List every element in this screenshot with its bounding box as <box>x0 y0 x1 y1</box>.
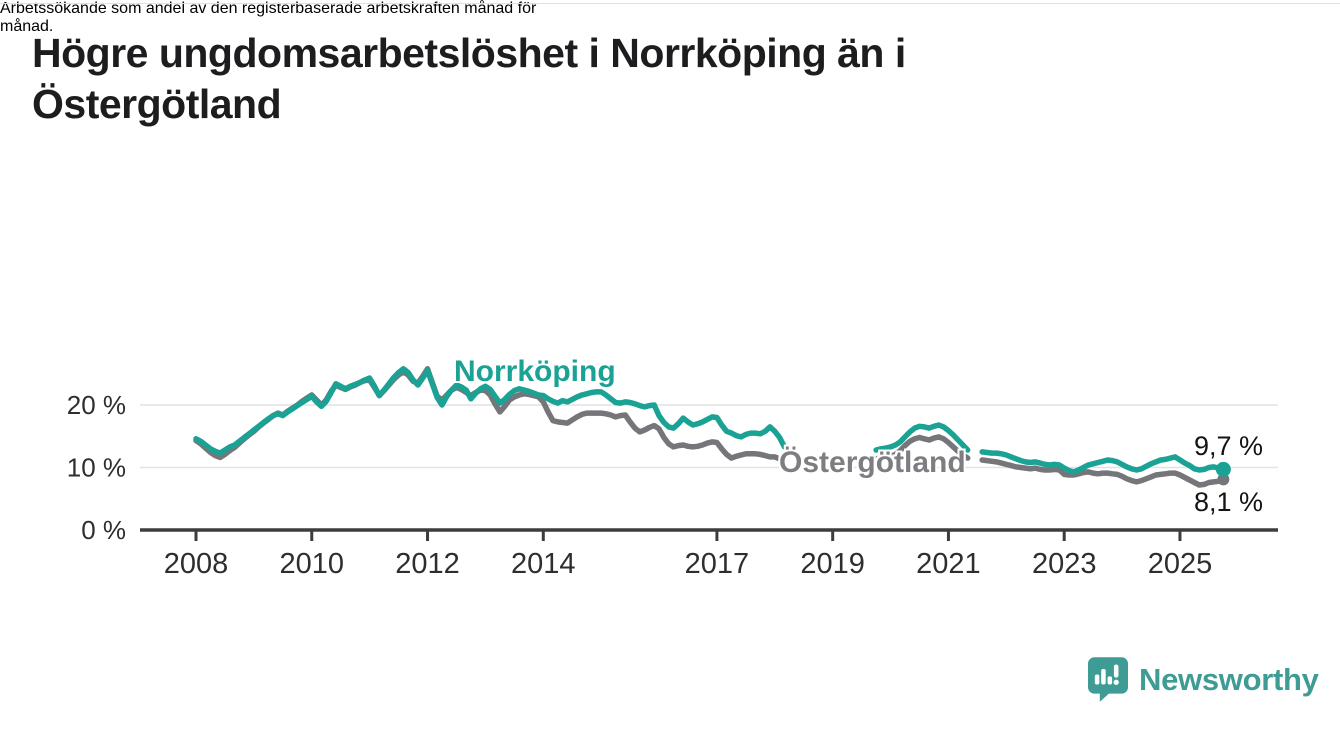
x-tick-label: 2021 <box>916 548 981 580</box>
series-label-norrkoping: Norrköping <box>454 355 616 388</box>
end-value-label-norrkoping: 9,7 % <box>1194 431 1264 461</box>
x-tick-label: 2012 <box>395 548 460 580</box>
chart-title-line-1: Högre ungdomsarbetslöshet i Norrköping ä… <box>32 30 906 76</box>
top-divider <box>0 3 1340 4</box>
series-end-dot-norrkoping <box>1215 461 1231 477</box>
chart-subtitle-line-2: månad. <box>0 18 54 35</box>
newsworthy-logo: Newsworthy <box>1088 657 1319 702</box>
chart-subtitle-line-1: Arbetssökande som andel av den registerb… <box>0 0 537 17</box>
chart-title: Högre ungdomsarbetslöshet i Norrköping ä… <box>32 28 906 130</box>
x-tick-label: 2010 <box>280 548 345 580</box>
brand-name: Newsworthy <box>1139 661 1319 697</box>
x-tick-label: 2014 <box>511 548 576 580</box>
series-label-ostergotland: Östergötland <box>779 446 966 479</box>
x-tick-label: 2017 <box>685 548 750 580</box>
x-tick-label: 2023 <box>1032 548 1097 580</box>
y-tick-label: 0 % <box>81 515 126 545</box>
x-tick-label: 2025 <box>1148 548 1213 580</box>
series-end-dot-ostergotland <box>1217 473 1230 486</box>
chart-title-line-2: Östergötland <box>32 81 282 127</box>
newsworthy-bubble-chart-icon <box>1088 657 1128 702</box>
y-tick-label: 20 % <box>67 390 126 420</box>
x-tick-label: 2019 <box>800 548 865 580</box>
end-value-label-ostergotland: 8,1 % <box>1194 487 1264 517</box>
y-tick-label: 10 % <box>67 453 126 483</box>
x-tick-label: 2008 <box>164 548 229 580</box>
series-line-norrkoping <box>193 366 1227 475</box>
